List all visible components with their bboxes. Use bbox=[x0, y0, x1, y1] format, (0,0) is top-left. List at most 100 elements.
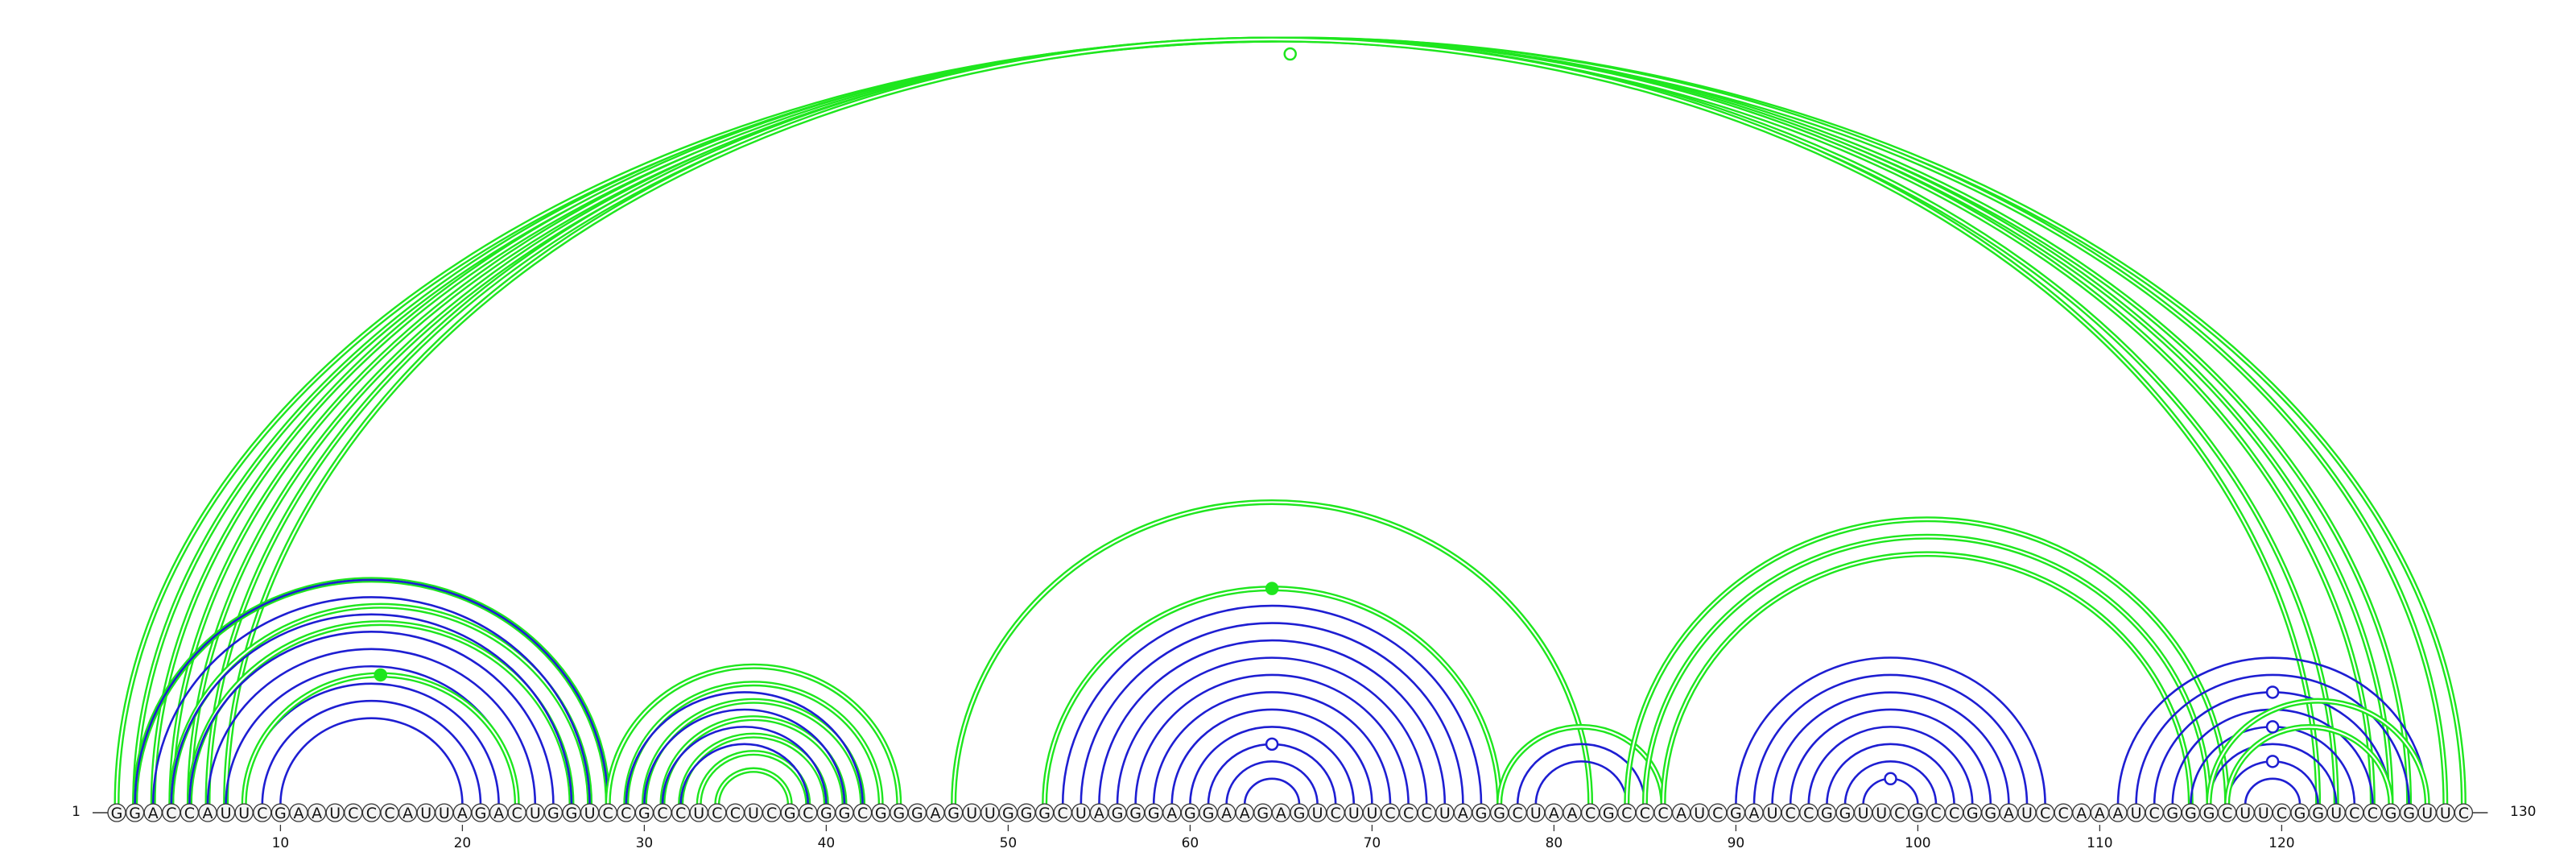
tick-label: 30 bbox=[636, 835, 654, 851]
nucleotide-letter: U bbox=[329, 805, 341, 822]
pair-arc bbox=[170, 613, 573, 805]
nucleotide: A bbox=[2108, 803, 2128, 822]
pair-marker bbox=[1265, 582, 1279, 595]
nucleotide: C bbox=[361, 803, 382, 822]
nucleotide-letter: C bbox=[1331, 805, 1341, 822]
nucleotide-letter: U bbox=[985, 805, 996, 822]
nucleotide: G bbox=[1599, 803, 1618, 822]
nucleotide: G bbox=[2399, 803, 2419, 822]
nucleotide-letter: A bbox=[1094, 805, 1104, 822]
nucleotide-letter: C bbox=[2349, 805, 2359, 822]
tick-label: 100 bbox=[1905, 835, 1930, 851]
end-label: 130 bbox=[2510, 804, 2536, 820]
nucleotide: C bbox=[162, 803, 181, 822]
pair-arc-gap bbox=[607, 665, 900, 805]
nucleotide: G bbox=[634, 803, 654, 822]
pair-marker bbox=[1884, 772, 1897, 786]
pair-arc bbox=[1516, 743, 1646, 805]
tick-label: 70 bbox=[1364, 835, 1381, 851]
nucleotide-letter: C bbox=[366, 805, 377, 822]
pair-marker bbox=[1265, 737, 1279, 751]
nucleotide: G bbox=[1199, 803, 1218, 822]
nucleotide-letter: C bbox=[2222, 805, 2232, 822]
pair-arc bbox=[1225, 760, 1319, 805]
pair-arc-gap bbox=[1043, 587, 1501, 805]
nucleotide-letter: U bbox=[439, 805, 450, 822]
nucleotide: A bbox=[198, 803, 217, 822]
nucleotide: U bbox=[580, 803, 600, 822]
nucleotide: C bbox=[1890, 803, 1909, 822]
pair-arc-gap bbox=[170, 38, 2392, 805]
nucleotide: A bbox=[452, 803, 473, 822]
nucleotide: G bbox=[1835, 803, 1855, 822]
nucleotide-letter: G bbox=[129, 805, 141, 822]
nucleotide: G bbox=[1253, 803, 1273, 822]
nucleotide: C bbox=[2345, 803, 2364, 822]
nucleotide-letter: C bbox=[803, 805, 813, 822]
pair-arc bbox=[1042, 586, 1503, 805]
nucleotide: A bbox=[1999, 803, 2019, 822]
nucleotide: C bbox=[1417, 803, 1436, 822]
nucleotide: G bbox=[1817, 803, 1837, 822]
nucleotide-letter: G bbox=[1603, 805, 1615, 822]
nucleotide-letter: A bbox=[1240, 805, 1250, 822]
nucleotide: U bbox=[2017, 803, 2037, 822]
nucleotide-letter: C bbox=[2368, 805, 2378, 822]
nucleotide: C bbox=[799, 803, 818, 822]
nucleotide-letter: G bbox=[475, 805, 487, 822]
nucleotide: U bbox=[962, 803, 981, 822]
nucleotide-letter: G bbox=[1839, 805, 1852, 822]
nucleotide-letter: C bbox=[1385, 805, 1395, 822]
pair-arc bbox=[1152, 691, 1392, 805]
nucleotide: U bbox=[435, 803, 454, 822]
nucleotide-letter: C bbox=[1585, 805, 1596, 822]
nucleotide-letter: G bbox=[111, 805, 123, 822]
nucleotide: G bbox=[1144, 803, 1163, 822]
nucleotide-letter: C bbox=[384, 805, 394, 822]
nucleotide-letter: U bbox=[748, 805, 759, 822]
nucleotide: A bbox=[1235, 803, 1254, 822]
nucleotide: C bbox=[2035, 803, 2055, 822]
nucleotide-letter: U bbox=[2440, 805, 2451, 822]
nucleotide-letter: G bbox=[1184, 805, 1196, 822]
nucleotide: C bbox=[852, 803, 873, 822]
nucleotide: A bbox=[489, 803, 509, 822]
nucleotide-letter: A bbox=[203, 805, 213, 822]
nucleotide: A bbox=[289, 803, 308, 822]
nucleotide-letter: C bbox=[2040, 805, 2050, 822]
pair-arc-gap bbox=[661, 717, 846, 805]
nucleotide-letter: U bbox=[1876, 805, 1887, 822]
nucleotide-letter: G bbox=[1129, 805, 1141, 822]
nucleotide: C bbox=[253, 803, 272, 822]
nucleotide-letter: G bbox=[1294, 805, 1306, 822]
start-label: 1 bbox=[72, 804, 80, 820]
nucleotide-letter: A bbox=[294, 805, 304, 822]
nucleotide: C bbox=[1053, 803, 1072, 822]
nucleotide: C bbox=[1926, 803, 1946, 822]
nucleotide: G bbox=[270, 803, 291, 822]
nucleotide-letter: U bbox=[1694, 805, 1705, 822]
pair-arc-gap bbox=[2207, 700, 2429, 805]
nucleotide-letter: G bbox=[1203, 805, 1215, 822]
nucleotide: G bbox=[1108, 803, 1127, 822]
pair-arc-gap bbox=[1662, 553, 2192, 805]
nucleotide-letter: U bbox=[420, 805, 431, 822]
nucleotide: C bbox=[1635, 803, 1655, 822]
nucleotide-letter: C bbox=[1422, 805, 1432, 822]
markers-layer bbox=[374, 47, 2280, 786]
nucleotide-letter: G bbox=[1912, 805, 1924, 822]
nucleotide: U bbox=[1435, 803, 1455, 822]
nucleotide-letter: G bbox=[839, 805, 851, 822]
nucleotide: C bbox=[1617, 803, 1637, 822]
pair-arc bbox=[1789, 708, 1992, 805]
tick-label: 50 bbox=[1000, 835, 1018, 851]
nucleotide-letter: U bbox=[1439, 805, 1451, 822]
nucleotide: U bbox=[2326, 803, 2346, 822]
nucleotide: G bbox=[2163, 803, 2182, 822]
nucleotide: C bbox=[653, 803, 672, 822]
nucleotide: C bbox=[598, 803, 617, 822]
pair-arc bbox=[2207, 743, 2338, 805]
nucleotide-letter: U bbox=[1767, 805, 1778, 822]
nucleotide-letter: C bbox=[1657, 805, 1668, 822]
